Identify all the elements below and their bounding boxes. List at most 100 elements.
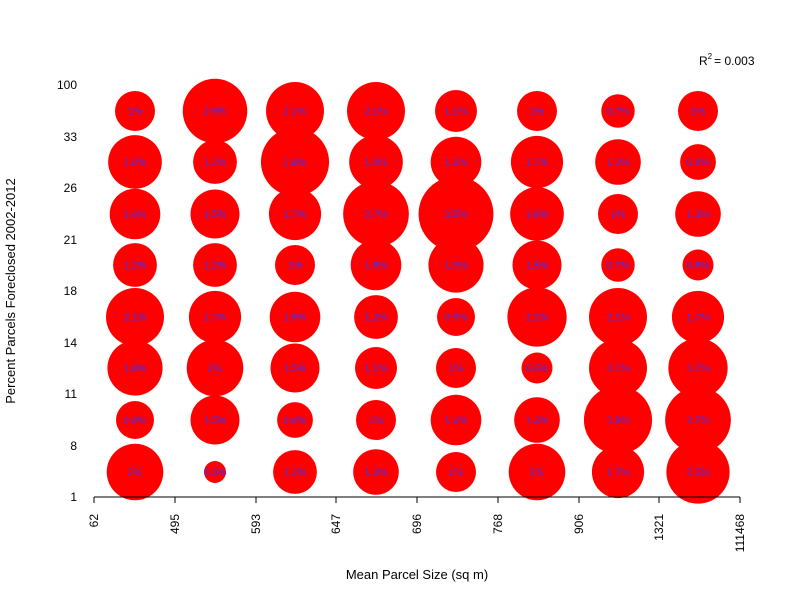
bubble-label-r8-c8: 1% [691, 107, 706, 118]
bubble-r8-c8 [678, 91, 718, 131]
bubble-r3-c6 [521, 352, 553, 384]
bubble-label-r7-c1: 1.8% [124, 158, 147, 169]
bubble-label-r8-c2: 2.6% [204, 107, 227, 118]
bubble-label-r3-c3: 1.5% [284, 364, 307, 375]
bubble-r2-c8 [665, 387, 731, 453]
bubble-r6-c5 [418, 176, 494, 252]
bubble-r8-c1 [115, 91, 155, 131]
bubble-label-r5-c6: 1.5% [526, 261, 549, 272]
bubble-label-r6-c1: 1.6% [124, 210, 147, 221]
bubble-label-r1-c1: 2% [128, 468, 143, 479]
x-tick-label-3: 593 [249, 514, 263, 534]
r2-value: = 0.003 [714, 54, 755, 68]
bubble-r1-c3 [273, 450, 317, 494]
bubble-r1-c2 [204, 461, 226, 483]
bubble-label-r4-c6: 2.2% [526, 313, 549, 324]
y-tick-label-4: 14 [64, 336, 78, 350]
bubble-label-r3-c4: 1.1% [365, 364, 388, 375]
bubble-label-r5-c4: 1.6% [365, 261, 388, 272]
bubble-label-r7-c5: 1.6% [445, 158, 468, 169]
bubble-label-r4-c5: 0.9% [445, 313, 468, 324]
r2-annotation: R2 = 0.003 [699, 52, 755, 68]
x-tick-label-1: 62 [87, 514, 101, 528]
bubble-r8-c7 [601, 94, 635, 128]
bubble-label-r3-c6: 0.6% [526, 364, 549, 375]
bubble-r6-c2 [190, 189, 240, 239]
bubble-label-r5-c1: 1.2% [124, 261, 147, 272]
bubble-label-r6-c4: 2.7% [365, 210, 388, 221]
bubble-r2-c5 [430, 394, 482, 446]
bubble-r4-c3 [269, 291, 321, 343]
bubble-r6-c3 [268, 187, 322, 241]
bubble-label-r8-c4: 2.1% [365, 107, 388, 118]
bubble-r7-c8 [680, 144, 716, 180]
bubble-r3-c3 [270, 343, 320, 393]
bubble-label-r6-c6: 1.8% [526, 210, 549, 221]
bubble-label-r3-c1: 1.9% [124, 364, 147, 375]
bubble-r7-c2 [193, 140, 237, 184]
bubble-label-r8-c7: 0.7% [607, 107, 630, 118]
bubble-r4-c8 [671, 290, 725, 344]
bubble-r3-c4 [355, 347, 397, 389]
bubble-label-r4-c7: 2.1% [607, 313, 630, 324]
y-tick-label-6: 21 [64, 233, 78, 247]
bubble-r4-c1 [106, 288, 164, 346]
bubble-label-r6-c7: 1% [611, 210, 626, 221]
bubble-label-r3-c7: 2.1% [607, 364, 630, 375]
x-tick-label-2: 495 [168, 514, 182, 534]
bubble-r6-c1 [109, 188, 161, 240]
bubble-r8-c3 [266, 82, 324, 140]
bubble-label-r7-c2: 1.2% [204, 158, 227, 169]
y-tick-label-9: 100 [57, 78, 77, 92]
bubble-r7-c3 [260, 127, 330, 197]
bubble-r1-c1 [106, 443, 164, 501]
bubble-label-r4-c2: 1.7% [204, 313, 227, 324]
bubble-r5-c6 [512, 240, 562, 290]
bubble-r5-c4 [350, 239, 402, 291]
x-axis-title: Mean Parcel Size (sq m) [346, 567, 488, 582]
bubble-r5-c7 [601, 248, 635, 282]
bubble-r1-c8 [666, 440, 730, 504]
bubble-r4-c5 [437, 298, 475, 336]
x-ticks-layer: 62 495 593 647 696 768 906 1321 111468 [87, 497, 747, 552]
y-tick-label-1: 1 [70, 490, 77, 504]
bubble-r8-c4 [347, 82, 405, 140]
bubble-r6-c8 [675, 191, 721, 237]
bubble-label-r1-c7: 1.7% [607, 468, 630, 479]
bubble-r3-c5 [436, 348, 476, 388]
bubble-r2-c6 [514, 397, 560, 443]
x-tick-label-4: 647 [329, 514, 343, 534]
bubble-label-r6-c2: 1.5% [204, 210, 227, 221]
bubble-label-r7-c6: 1.7% [526, 158, 549, 169]
bubble-label-r6-c8: 1.3% [687, 210, 710, 221]
bubble-r7-c7 [595, 139, 641, 185]
bubble-label-r2-c2: 1.5% [204, 416, 227, 427]
bubble-r4-c6 [507, 287, 567, 347]
x-tick-label-5: 696 [410, 514, 424, 534]
y-tick-label-7: 26 [64, 181, 78, 195]
bubble-label-r1-c4: 1.3% [365, 468, 388, 479]
bubble-label-r4-c1: 2.1% [124, 313, 147, 324]
bubble-labels-layer: 2% 0.3% 1.2% 1.3% 1% 2% 1.7% 2.5% 0.9% 1.5% 0.8% 1%… [124, 107, 710, 479]
bubble-r7-c6 [510, 135, 564, 189]
bubble-label-r2-c7: 2.9% [607, 416, 630, 427]
bubble-r5-c3 [275, 245, 315, 285]
bubble-label-r2-c8: 2.7% [687, 416, 710, 427]
bubble-label-r8-c1: 1% [128, 107, 143, 118]
bubble-r5-c1 [113, 243, 157, 287]
y-tick-label-2: 8 [70, 439, 77, 453]
bubble-label-r7-c7: 1.3% [607, 158, 630, 169]
bubble-label-r7-c8: 0.8% [687, 158, 710, 169]
bubble-r6-c6 [510, 187, 564, 241]
bubble-r3-c7 [589, 339, 647, 397]
bubble-label-r1-c6: 2% [530, 468, 545, 479]
bubble-label-r1-c8: 2.5% [687, 468, 710, 479]
r2-symbol: R [699, 54, 708, 68]
bubble-r4-c4 [354, 295, 398, 339]
bubble-r4-c2 [188, 290, 242, 344]
bubble-label-r2-c4: 1% [369, 416, 384, 427]
bubble-label-r6-c3: 1.7% [284, 210, 307, 221]
bubble-label-r8-c6: 1% [530, 107, 545, 118]
